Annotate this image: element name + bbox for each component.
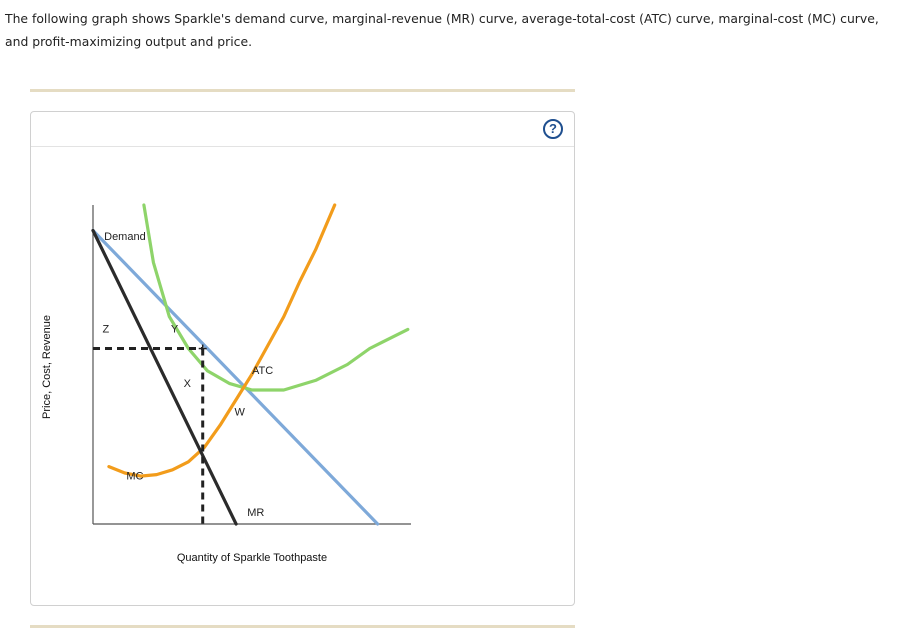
demand-curve-label: Demand (104, 231, 146, 243)
point-label-y: Y (171, 324, 179, 336)
atc-curve-label: ATC (252, 365, 273, 377)
series-layer (91, 203, 410, 526)
x-axis-label: Quantity of Sparkle Toothpaste (177, 552, 327, 564)
profit-max-guides (93, 344, 207, 524)
mr-curve-label: MR (247, 507, 264, 519)
point-label-z: Z (103, 324, 110, 336)
axes (92, 205, 411, 525)
atc-curve (142, 203, 410, 392)
question-text: The following graph shows Sparkle's dema… (5, 11, 879, 49)
demand-curve (91, 228, 380, 526)
point-label-w: W (235, 407, 246, 419)
y-axis-label: Price, Cost, Revenue (41, 315, 53, 419)
mr-curve (91, 228, 238, 526)
bottom-divider (30, 625, 575, 628)
top-divider (30, 89, 575, 92)
mc-curve (107, 203, 337, 478)
help-icon[interactable]: ? (543, 119, 563, 139)
labels-layer: Z Y X W Demand ATC MC MR (103, 231, 274, 519)
mc-curve-label: MC (126, 470, 143, 482)
panel-header: ? (31, 112, 574, 147)
point-label-x: X (184, 378, 192, 390)
